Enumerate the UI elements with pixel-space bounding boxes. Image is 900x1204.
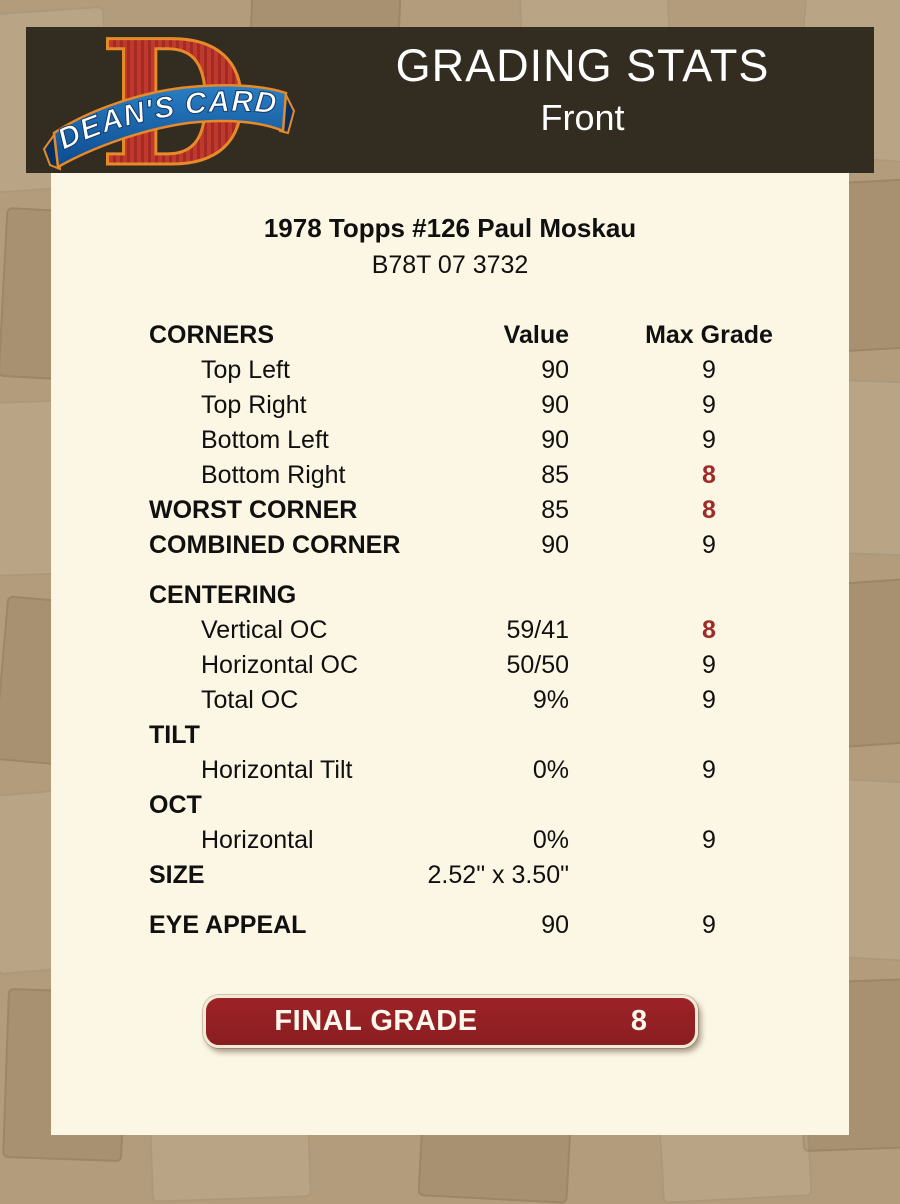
row-value: 50/50	[506, 651, 569, 679]
row-label: Horizontal OC	[201, 651, 358, 679]
grading-row: Bottom Left 90 9	[51, 423, 849, 458]
row-max-grade: 9	[702, 531, 716, 559]
row-value: 0%	[532, 756, 569, 784]
row-label: Horizontal Tilt	[201, 756, 353, 784]
final-grade-badge: FINAL GRADE 8	[203, 995, 698, 1048]
grading-row: Horizontal OC 50/50 9	[51, 648, 849, 683]
grading-row: TILT	[51, 718, 849, 753]
row-label: Total OC	[201, 686, 299, 714]
row-value: 85	[541, 496, 569, 524]
page-subtitle: Front	[540, 97, 625, 138]
row-label: Bottom Right	[201, 461, 346, 489]
row-label: Bottom Left	[201, 426, 329, 454]
row-max-grade	[569, 718, 849, 753]
column-header-max-grade: Max Grade	[645, 321, 773, 349]
row-value	[419, 788, 569, 823]
header-titles: GRADING STATS Front	[291, 27, 874, 173]
row-value: 90	[541, 911, 569, 939]
row-value: 90	[541, 391, 569, 419]
column-header-value: Value	[503, 321, 569, 349]
row-value: 9%	[532, 686, 569, 714]
row-max-grade: 9	[702, 426, 716, 454]
row-max-grade	[569, 788, 849, 823]
grading-row: EYE APPEAL 90 9	[51, 908, 849, 943]
final-grade-label: FINAL GRADE	[274, 1005, 478, 1037]
row-max-grade: 9	[702, 391, 716, 419]
row-value: 85	[541, 461, 569, 489]
grading-row: Horizontal Tilt 0% 9	[51, 753, 849, 788]
row-label: SIZE	[149, 861, 205, 889]
grading-row: Bottom Right 85 8	[51, 458, 849, 493]
row-max-grade: 9	[702, 756, 716, 784]
row-value: 90	[541, 531, 569, 559]
row-value: 0%	[532, 826, 569, 854]
row-value: 59/41	[506, 616, 569, 644]
row-label: EYE APPEAL	[149, 911, 307, 939]
row-label: COMBINED CORNER	[149, 531, 401, 559]
row-max-grade	[569, 578, 849, 613]
grading-row: SIZE 2.52" x 3.50"	[51, 858, 849, 893]
grading-row: Top Right 90 9	[51, 388, 849, 423]
row-max-grade: 9	[702, 826, 716, 854]
card-name: 1978 Topps #126 Paul Moskau	[263, 213, 637, 243]
row-max-grade: 8	[702, 616, 716, 644]
deans-cards-logo: D DEAN'S CARDS	[26, 1, 296, 207]
header-bar: D DEAN'S CARDS GRADING STATS Front	[26, 1, 874, 207]
row-label: Horizontal	[201, 826, 314, 854]
logo-banner-ribbon	[52, 83, 288, 170]
row-max-grade: 9	[702, 356, 716, 384]
card-serial-code: B78T 07 3732	[371, 251, 529, 279]
row-label: Vertical OC	[201, 616, 328, 644]
row-value: 90	[541, 426, 569, 454]
row-label: WORST CORNER	[149, 496, 358, 524]
row-max-grade: 9	[702, 911, 716, 939]
row-max-grade: 9	[702, 651, 716, 679]
row-max-grade	[569, 858, 849, 893]
page-title: GRADING STATS	[395, 40, 770, 91]
row-label: OCT	[149, 791, 202, 819]
row-label: TILT	[149, 721, 200, 749]
grading-row: Vertical OC 59/41 8	[51, 613, 849, 648]
final-grade-value: 8	[630, 1005, 647, 1037]
grading-row: WORST CORNER 85 8	[51, 493, 849, 528]
row-value	[419, 718, 569, 753]
row-label: Top Left	[201, 356, 290, 384]
grading-row: OCT	[51, 788, 849, 823]
row-max-grade: 8	[702, 461, 716, 489]
deans-cards-logo-graphic: D DEAN'S CARDS	[39, 1, 296, 207]
grading-row: CENTERING	[51, 578, 849, 613]
grading-table: CORNERS Value Max Grade Top Left 90 9 To…	[51, 318, 849, 943]
column-header-section: CORNERS	[149, 321, 275, 349]
report-panel: 1978 Topps #126 Paul Moskau B78T 07 3732…	[51, 173, 849, 1135]
row-value: 90	[541, 356, 569, 384]
row-label: CENTERING	[149, 581, 297, 609]
grading-table-header: CORNERS Value Max Grade	[51, 318, 849, 353]
grading-row: Horizontal 0% 9	[51, 823, 849, 858]
grading-row: COMBINED CORNER 90 9	[51, 528, 849, 563]
row-value: 2.52" x 3.50"	[427, 861, 569, 889]
grading-row: Top Left 90 9	[51, 353, 849, 388]
row-label: Top Right	[201, 391, 307, 419]
grading-row: Total OC 9% 9	[51, 683, 849, 718]
row-max-grade: 9	[702, 686, 716, 714]
row-max-grade: 8	[702, 496, 716, 524]
row-value	[419, 578, 569, 613]
